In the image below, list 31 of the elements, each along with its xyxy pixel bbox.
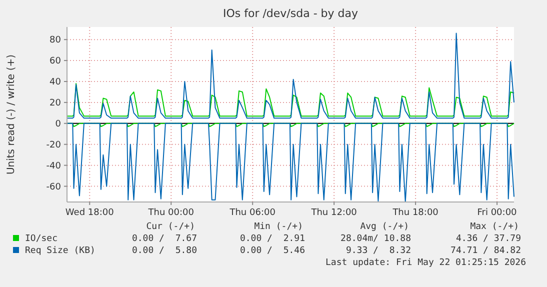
text: Last update: Fri May 22 01:25:15 2026 bbox=[326, 258, 526, 268]
x-tick-label: Thu 12:00 bbox=[310, 208, 358, 218]
x-tick-label: Wed 18:00 bbox=[65, 208, 114, 218]
text: 9.33 / 8.32 bbox=[346, 246, 411, 256]
x-tick-label: Thu 06:00 bbox=[228, 208, 276, 218]
text: 0.00 / 5.80 bbox=[132, 246, 197, 256]
text: Avg (-/+) bbox=[360, 222, 409, 232]
text: 74.71 / 84.82 bbox=[450, 246, 521, 256]
text: 0.00 / 2.91 bbox=[240, 234, 305, 244]
text: 0.00 / 5.46 bbox=[240, 246, 305, 256]
y-tick-label: -40 bbox=[46, 161, 62, 172]
text: 4.36 / 37.79 bbox=[456, 234, 521, 244]
text: Cur (-/+) bbox=[146, 222, 195, 232]
x-tick-label: Thu 18:00 bbox=[392, 208, 439, 218]
y-tick-label: 40 bbox=[50, 77, 62, 88]
y-tick-label: 60 bbox=[50, 56, 62, 67]
x-tick-label: Thu 00:00 bbox=[147, 208, 194, 218]
legend-label: IO/sec bbox=[25, 234, 58, 244]
x-tick-label: Fri 00:00 bbox=[477, 208, 518, 218]
text: 28.04m/ 10.88 bbox=[340, 234, 411, 244]
y-axis-title: Units read (-) / write (+) bbox=[6, 54, 17, 175]
y-tick-label: 20 bbox=[50, 98, 62, 108]
chart-title: IOs for /dev/sda - by day bbox=[222, 7, 359, 20]
legend-label: Req Size (KB) bbox=[25, 246, 96, 256]
text: Min (-/+) bbox=[254, 222, 303, 232]
y-tick-label: -20 bbox=[46, 140, 62, 150]
text: Max (-/+) bbox=[470, 222, 519, 232]
y-tick-label: -60 bbox=[46, 182, 62, 192]
y-tick-label: 0 bbox=[55, 119, 62, 130]
y-tick-label: 80 bbox=[50, 36, 62, 46]
text: 0.00 / 7.67 bbox=[132, 234, 197, 244]
